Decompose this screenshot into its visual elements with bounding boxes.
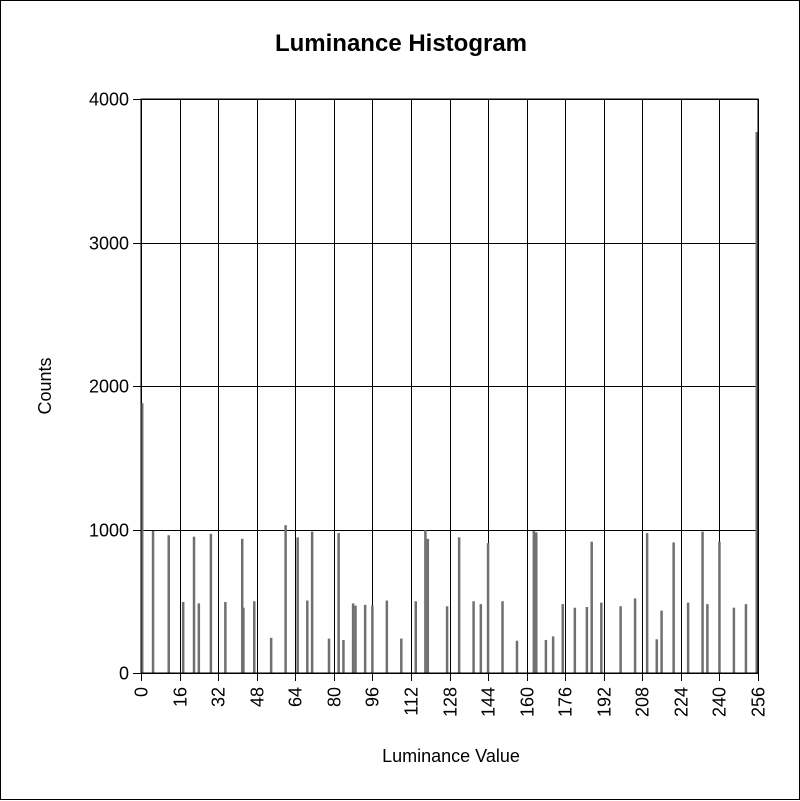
x-tick-label: 176 xyxy=(556,687,576,717)
histogram-bar xyxy=(224,601,227,673)
histogram-bar xyxy=(486,543,490,673)
x-axis-ticks: 0 16 32 48 64 80 96 112 128 144 160 176 192 208 224 240… xyxy=(132,673,769,717)
histogram-bar xyxy=(351,603,355,673)
x-tick-label: 128 xyxy=(441,687,461,717)
histogram-bar xyxy=(424,530,427,673)
x-tick-label: 64 xyxy=(286,687,306,707)
histogram-bar xyxy=(457,537,461,673)
histogram-bar xyxy=(197,603,201,673)
histogram-bar xyxy=(535,532,538,673)
x-tick-label: 160 xyxy=(518,687,538,717)
histogram-bar xyxy=(544,640,548,673)
histogram-bar xyxy=(253,601,256,673)
histogram-bar xyxy=(633,598,637,673)
histogram-bar xyxy=(192,536,196,673)
x-tick-label: 256 xyxy=(749,687,769,717)
histogram-bar xyxy=(515,640,519,673)
histogram-bar xyxy=(310,531,314,673)
histogram-bar xyxy=(414,601,418,673)
histogram-bar xyxy=(701,531,704,673)
x-tick-label: 208 xyxy=(633,687,653,717)
histogram-bar xyxy=(426,538,430,673)
histogram-bar xyxy=(686,602,690,673)
histogram-bar xyxy=(354,605,357,673)
y-tick-label: 2000 xyxy=(89,377,129,397)
y-tick-label: 0 xyxy=(119,664,129,684)
histogram-bar xyxy=(590,541,593,673)
x-tick-label: 32 xyxy=(209,687,229,707)
histogram-bar xyxy=(141,403,144,673)
histogram-bar xyxy=(240,538,244,673)
histogram-bar xyxy=(479,604,483,673)
y-tick-label: 3000 xyxy=(89,234,129,254)
histogram-bar xyxy=(151,530,155,673)
histogram-bar xyxy=(385,600,389,673)
x-tick-label: 112 xyxy=(402,687,422,716)
x-tick-label: 48 xyxy=(248,687,268,707)
histogram-bar xyxy=(371,605,374,673)
histogram-bar xyxy=(660,610,663,673)
x-tick-label: 0 xyxy=(132,687,152,697)
x-tick-label: 192 xyxy=(595,687,615,717)
y-tick-label: 4000 xyxy=(89,90,129,110)
chart-title: Luminance Histogram xyxy=(275,30,527,57)
histogram-bar xyxy=(645,533,649,673)
histogram-bar xyxy=(655,639,659,673)
histogram-bar xyxy=(342,640,345,673)
histogram-bar xyxy=(209,533,213,673)
histogram-bar xyxy=(269,637,273,673)
histogram-bar xyxy=(619,606,622,673)
histogram-bar xyxy=(167,535,170,673)
y-axis-label: Counts xyxy=(35,357,55,414)
y-tick-label: 1000 xyxy=(89,521,129,541)
x-tick-label: 16 xyxy=(171,687,191,707)
histogram-bar xyxy=(363,604,367,673)
x-tick-label: 96 xyxy=(363,687,383,707)
histogram-bar xyxy=(501,601,504,673)
histogram-bar xyxy=(284,525,287,673)
histogram-bar xyxy=(242,607,245,673)
histogram-bar xyxy=(337,533,340,673)
histogram-bar xyxy=(551,636,555,673)
histogram-bar xyxy=(755,132,758,673)
y-axis-ticks: 0 1000 2000 3000 4000 xyxy=(89,90,141,684)
histogram-bar xyxy=(181,601,185,673)
x-tick-label: 240 xyxy=(710,687,730,717)
histogram-bar xyxy=(744,604,748,673)
grid xyxy=(141,99,759,674)
histogram-bar xyxy=(718,541,721,673)
histogram-bar xyxy=(585,606,589,673)
x-tick-label: 144 xyxy=(479,687,499,717)
histogram-bar xyxy=(327,638,331,673)
histogram-bar xyxy=(532,530,536,673)
histogram-bar xyxy=(296,537,299,673)
histogram-bar xyxy=(706,604,709,673)
histogram-bar xyxy=(672,542,675,673)
histogram-bar xyxy=(600,602,603,673)
x-tick-label: 224 xyxy=(672,687,692,717)
x-tick-label: 80 xyxy=(325,687,345,707)
histogram-bar xyxy=(400,638,403,673)
histogram-bar xyxy=(561,604,565,673)
bars xyxy=(141,132,758,673)
histogram-bar xyxy=(306,600,309,673)
histogram-bar xyxy=(732,607,736,673)
histogram-bar xyxy=(472,601,475,673)
histogram-bar xyxy=(445,606,449,673)
x-axis-label: Luminance Value xyxy=(382,746,520,766)
histogram-bar xyxy=(573,607,577,673)
